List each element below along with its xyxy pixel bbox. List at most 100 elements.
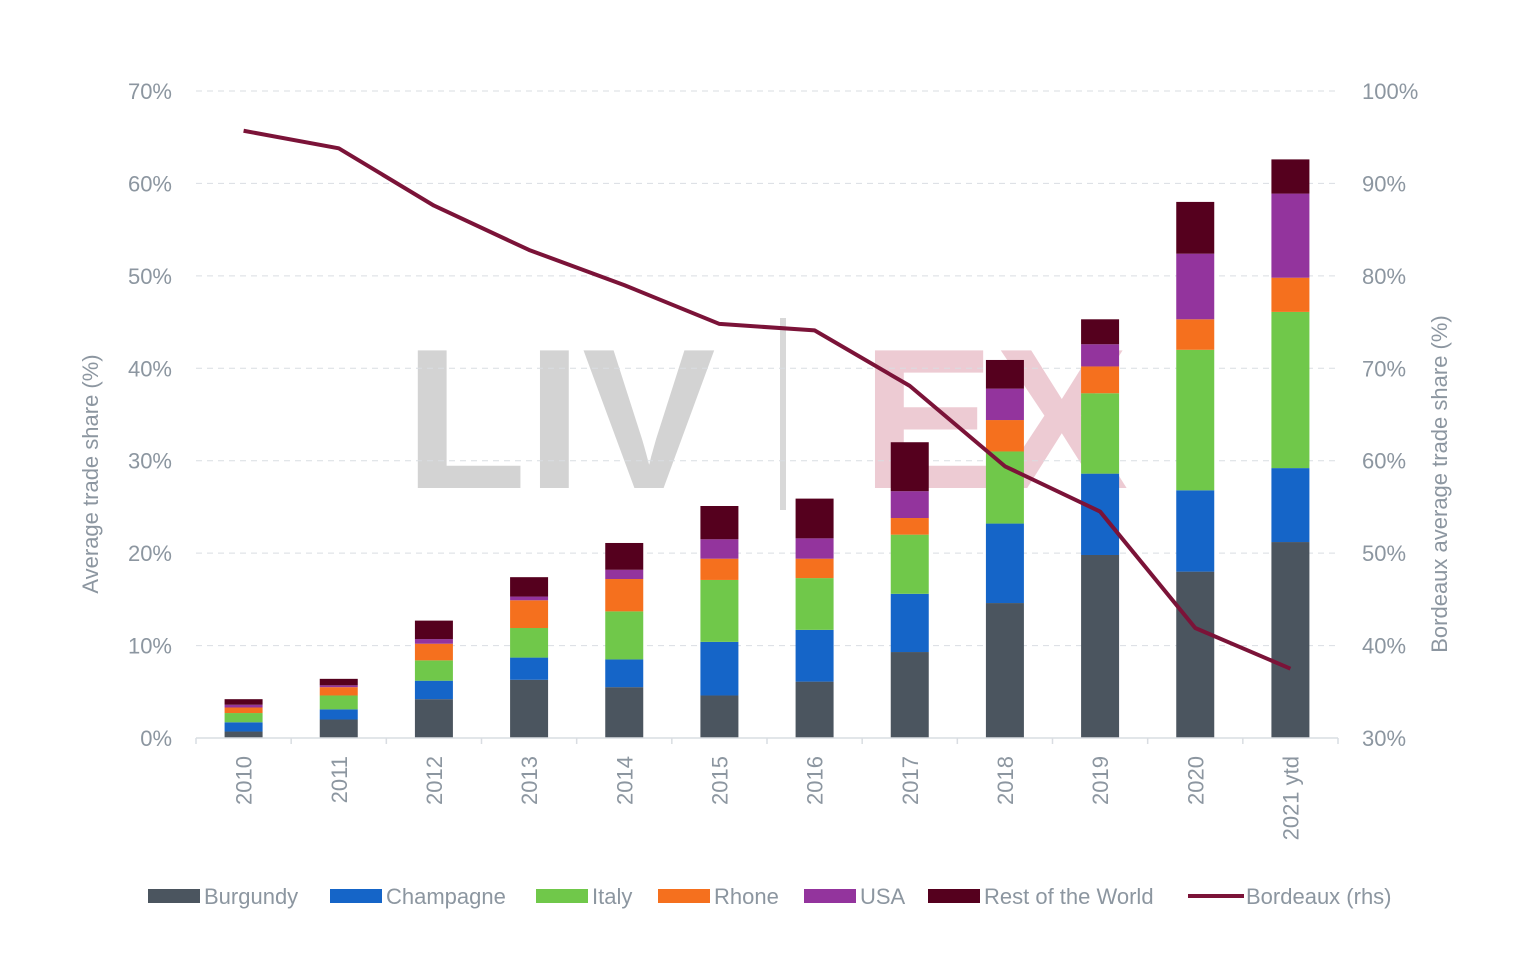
left-tick-label: 30% — [128, 449, 172, 474]
bar-segment-rest-of-the-world — [510, 577, 549, 597]
left-tick-label: 0% — [140, 726, 172, 751]
x-tick-label: 2017 — [898, 756, 923, 805]
bar-segment-usa — [605, 569, 644, 580]
legend-label-champagne: Champagne — [386, 884, 506, 909]
x-tick-label: 2012 — [422, 756, 447, 805]
bordeaux-series-line — [243, 128, 1292, 671]
bar-segment-italy — [1176, 349, 1215, 491]
bar-segment-rest-of-the-world — [319, 678, 358, 686]
bar-segment-rhone — [985, 420, 1024, 452]
legend-swatch-usa — [804, 889, 856, 903]
legend: Burgundy Champagne Italy Rhone USA Rest of th… — [148, 884, 1392, 909]
bar-segment-champagne — [795, 629, 834, 682]
x-tick-label: 2014 — [612, 756, 637, 805]
bordeaux-line — [243, 128, 1292, 671]
bar-segment-rhone — [1271, 277, 1310, 312]
bar-segment-burgundy — [224, 731, 263, 738]
bar-segment-champagne — [700, 641, 739, 696]
bar-segment-rhone — [890, 518, 929, 535]
left-tick-label: 50% — [128, 264, 172, 289]
legend-swatch-rhone — [658, 889, 710, 903]
x-tick-label: 2010 — [232, 756, 257, 805]
bar-segment-champagne — [414, 680, 453, 700]
bar-segment-usa — [510, 596, 549, 601]
bar-segment-rest-of-the-world — [605, 542, 644, 570]
bar-segment-burgundy — [700, 695, 739, 738]
legend-label-usa: USA — [860, 884, 906, 909]
legend-swatch-burgundy — [148, 889, 200, 903]
right-tick-label: 50% — [1362, 541, 1406, 566]
legend-swatch-rest-of-the-world — [928, 889, 980, 903]
x-tick-label: 2018 — [993, 756, 1018, 805]
bar-segment-champagne — [510, 657, 549, 680]
x-tick-label: 2011 — [327, 756, 352, 803]
legend-label-burgundy: Burgundy — [204, 884, 298, 909]
left-axis-title: Average trade share (%) — [78, 354, 103, 593]
right-tick-label: 70% — [1362, 356, 1406, 381]
right-tick-label: 60% — [1362, 449, 1406, 474]
bar-segment-rest-of-the-world — [985, 359, 1024, 389]
bar-segment-rest-of-the-world — [1271, 159, 1310, 194]
legend-swatch-champagne — [330, 889, 382, 903]
bar-segment-burgundy — [1176, 571, 1215, 738]
bar-segment-champagne — [224, 722, 263, 732]
gridlines — [196, 90, 1338, 647]
bar-segment-rhone — [795, 558, 834, 579]
bar-segment-champagne — [1176, 490, 1215, 572]
bar-segment-italy — [224, 713, 263, 723]
right-tick-label: 90% — [1362, 171, 1406, 196]
bar-segment-italy — [319, 695, 358, 710]
bar-segment-champagne — [605, 659, 644, 688]
left-tick-label: 20% — [128, 541, 172, 566]
bar-segment-usa — [985, 388, 1024, 421]
left-tick-label: 40% — [128, 356, 172, 381]
x-tick-label: 2013 — [517, 756, 542, 805]
x-tick-label: 2021 ytd — [1278, 756, 1303, 840]
bar-segment-burgundy — [414, 699, 453, 738]
bar-segment-champagne — [890, 593, 929, 653]
legend-label-rhone: Rhone — [714, 884, 779, 909]
right-tick-label: 100% — [1362, 79, 1418, 104]
legend-label-italy: Italy — [592, 884, 632, 909]
bar-segment-rest-of-the-world — [224, 699, 263, 705]
x-tick-label: 2019 — [1088, 756, 1113, 805]
bar-segment-burgundy — [605, 687, 644, 738]
bar-segment-rhone — [1081, 366, 1120, 394]
right-tick-label: 30% — [1362, 726, 1406, 751]
bar-segment-rest-of-the-world — [1081, 319, 1120, 345]
bar-segment-rhone — [700, 558, 739, 580]
bar-segment-usa — [414, 639, 453, 644]
bar-segment-italy — [890, 534, 929, 594]
bar-segment-champagne — [985, 523, 1024, 604]
bar-segment-rhone — [605, 579, 644, 612]
bar-segment-rhone — [510, 600, 549, 629]
left-tick-label: 70% — [128, 79, 172, 104]
left-tick-label: 10% — [128, 634, 172, 659]
bar-segment-rest-of-the-world — [890, 442, 929, 492]
watermark-left-text: LIV — [404, 308, 715, 531]
bar-segment-burgundy — [1271, 542, 1310, 738]
bar-segment-champagne — [1271, 468, 1310, 543]
bar-segment-italy — [605, 611, 644, 660]
bar-segment-italy — [985, 451, 1024, 524]
x-axis-ticks: 2010 2011 2012 2013 2014 2015 2016 2017 2018 2019… — [232, 756, 1304, 840]
bar-segment-italy — [510, 628, 549, 658]
bar-segment-usa — [224, 704, 263, 708]
bar-segment-champagne — [319, 709, 358, 720]
right-axis-ticks: 30% 40% 50% 60% 70% 80% 90% 100% — [1362, 79, 1418, 751]
bar-segment-burgundy — [795, 681, 834, 738]
bar-segment-usa — [795, 538, 834, 559]
bar-segment-usa — [1176, 253, 1215, 320]
bar-segment-usa — [319, 685, 358, 688]
bar-segment-usa — [890, 491, 929, 519]
bar-segment-burgundy — [510, 679, 549, 738]
bar-segment-italy — [414, 660, 453, 681]
x-axis — [195, 737, 1339, 744]
x-tick-label: 2015 — [707, 756, 732, 805]
bar-segment-rhone — [319, 687, 358, 696]
bar-segment-burgundy — [985, 603, 1024, 738]
watermark-divider — [780, 318, 786, 510]
bar-segment-italy — [1081, 393, 1120, 474]
legend-label-rest-of-the-world: Rest of the World — [984, 884, 1154, 909]
